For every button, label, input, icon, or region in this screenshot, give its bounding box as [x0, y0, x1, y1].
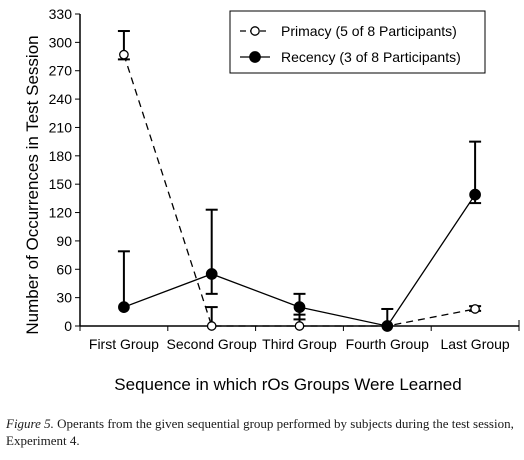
caption-text: Operants from the given sequential group…: [6, 416, 514, 448]
x-axis-ticks: First Group Second Group Third Group Fourth…: [79, 326, 520, 352]
legend: Primacy (5 of 8 Participants) Recency (3 …: [229, 10, 486, 74]
y-tick-label: 300: [49, 34, 73, 50]
series-line: [123, 54, 476, 327]
series-primacy: [117, 30, 482, 331]
y-tick-label: 210: [49, 119, 73, 135]
y-tick-label: 330: [49, 6, 73, 22]
y-tick-label: 270: [49, 63, 73, 79]
y-axis-title: Number of Occurrences in Test Session: [23, 35, 42, 334]
data-point: [469, 188, 481, 201]
data-point: [294, 321, 305, 331]
y-tick-label: 90: [56, 233, 72, 249]
legend-label: Primacy (5 of 8 Participants): [281, 23, 457, 39]
data-point: [118, 301, 130, 313]
data-point: [470, 304, 480, 314]
data-point: [205, 268, 218, 280]
legend-box: [229, 10, 486, 74]
line-chart: 0 30 60 90 120 150 180 210 240 270 300 330 First Gr…: [23, 6, 520, 394]
x-axis-title: Sequence in which rOs Groups Were Learne…: [114, 375, 461, 394]
series-recency: [117, 140, 482, 332]
y-tick-label: 120: [49, 205, 73, 221]
x-tick-label: Second Group: [167, 336, 257, 352]
y-tick-label: 150: [49, 176, 73, 192]
plot-area: 0 30 60 90 120 150 180 210 240 270 300 330 First Gr…: [49, 6, 520, 352]
x-tick-label: Last Group: [440, 336, 509, 352]
x-tick-label: First Group: [89, 336, 159, 352]
y-axis-ticks: 0 30 60 90 120 150 180 210 240 270 300 330: [49, 6, 80, 334]
y-tick-label: 30: [56, 290, 72, 306]
data-point: [119, 49, 129, 60]
x-tick-label: Third Group: [262, 336, 337, 352]
series-layer: [117, 30, 482, 332]
data-point: [381, 320, 394, 332]
legend-marker: [249, 51, 261, 63]
y-tick-label: 240: [49, 91, 73, 107]
figure-label: Figure 5.: [6, 416, 54, 431]
legend-marker: [250, 26, 260, 36]
x-tick-label: Fourth Group: [346, 336, 429, 352]
data-point: [206, 321, 217, 331]
y-tick-label: 0: [64, 318, 72, 334]
y-tick-label: 60: [56, 261, 72, 277]
y-tick-label: 180: [49, 148, 73, 164]
legend-label: Recency (3 of 8 Participants): [281, 49, 461, 65]
data-point: [293, 301, 306, 313]
figure-caption: Figure 5. Operants from the given sequen…: [6, 415, 521, 449]
